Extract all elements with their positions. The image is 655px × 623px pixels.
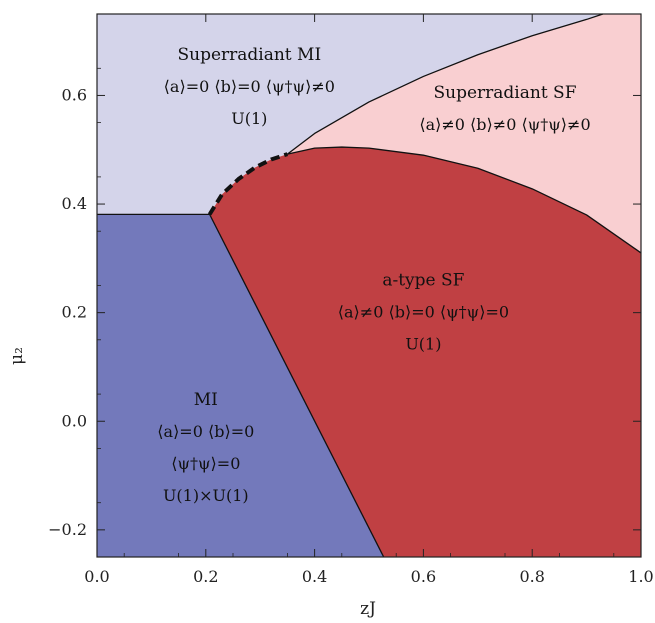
x-tick-label: 0.8 xyxy=(519,567,544,586)
region-label-a-type-sf-line-3: U(1) xyxy=(405,335,441,354)
region-label-superradiant-mi-line-3: U(1) xyxy=(231,109,267,128)
ticks-layer: 0.0 0.2 0.4 0.6 0.8 1.0 −0.2 0.0 0.2 0.4 0.6 xyxy=(48,13,654,586)
boundaries-layer xyxy=(97,13,642,558)
region-label-superradiant-sf-line-2: ⟨a⟩≠0 ⟨b⟩≠0 ⟨ψ†ψ⟩≠0 xyxy=(419,115,590,134)
y-tick-label: 0.2 xyxy=(62,303,87,322)
x-tick-label: 0.6 xyxy=(411,567,436,586)
region-label-mi-line-1: MI xyxy=(194,390,218,410)
y-tick-label: 0.6 xyxy=(62,85,87,104)
region-label-superradiant-mi-line-1: Superradiant MI xyxy=(177,45,321,65)
y-tick-label: 0.4 xyxy=(62,194,87,213)
boundary-line-5 xyxy=(287,146,642,254)
region-superradiant-mi xyxy=(97,14,603,215)
y-axis-label: μ₂ xyxy=(7,347,27,365)
y-tick-label: −0.2 xyxy=(48,520,87,539)
region-label-superradiant-mi-line-2: ⟨a⟩=0 ⟨b⟩=0 ⟨ψ†ψ⟩≠0 xyxy=(164,77,335,96)
boundary-line-4 xyxy=(287,13,604,155)
x-tick-label: 1.0 xyxy=(628,567,653,586)
region-label-superradiant-sf-line-1: Superradiant SF xyxy=(433,83,576,103)
region-label-a-type-sf-line-2: ⟨a⟩≠0 ⟨b⟩=0 ⟨ψ†ψ⟩=0 xyxy=(338,303,509,322)
boundary-line-3 xyxy=(207,152,289,216)
boundary-line-2 xyxy=(209,214,385,558)
region-superradiant-sf xyxy=(287,14,641,253)
labels-layer: Superradiant MI ⟨a⟩=0 ⟨b⟩=0 ⟨ψ†ψ⟩≠0 U(1) Su… xyxy=(157,45,590,505)
x-tick-label: 0.4 xyxy=(302,567,327,586)
region-label-mi-line-3: ⟨ψ†ψ⟩=0 xyxy=(171,454,240,473)
y-tick-label: 0.0 xyxy=(62,411,87,430)
region-label-a-type-sf-line-1: a-type SF xyxy=(382,271,464,291)
region-mi xyxy=(97,214,384,557)
x-tick-label: 0.2 xyxy=(193,567,218,586)
regions-layer xyxy=(97,14,642,558)
region-a-type-sf xyxy=(209,147,642,558)
x-axis-label: zJ xyxy=(360,599,376,619)
region-label-mi-line-4: U(1)×U(1) xyxy=(163,486,249,505)
region-label-mi-line-2: ⟨a⟩=0 ⟨b⟩=0 xyxy=(157,422,254,441)
x-tick-label: 0.0 xyxy=(84,567,109,586)
